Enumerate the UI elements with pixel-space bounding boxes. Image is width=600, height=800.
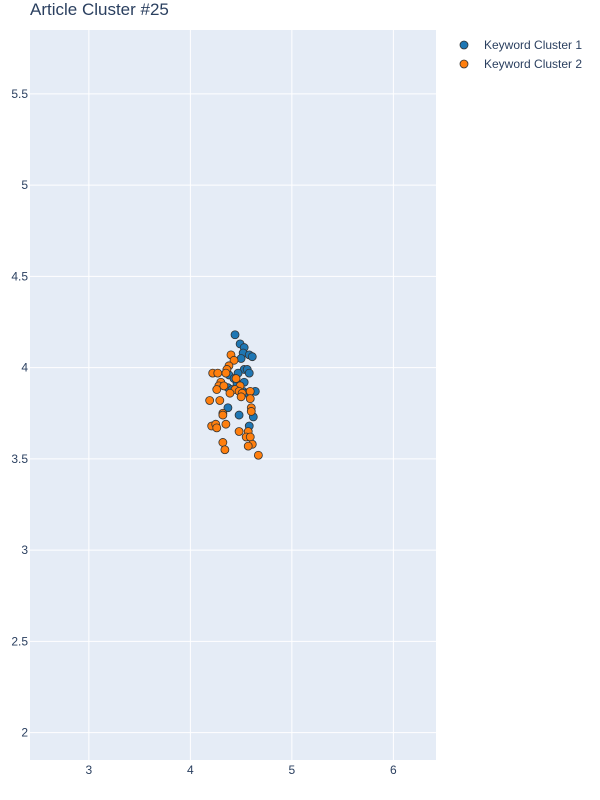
data-point[interactable] <box>205 396 215 405</box>
y-tick-label: 5 <box>21 178 28 192</box>
data-point[interactable] <box>218 438 228 447</box>
y-axis-ticks: 2 2.5 3 3.5 4 4.5 5 5.5 <box>11 87 28 740</box>
data-point[interactable] <box>229 355 239 365</box>
data-point[interactable] <box>230 330 240 340</box>
data-point[interactable] <box>213 368 223 378</box>
series-2-points <box>205 350 263 460</box>
data-point[interactable] <box>215 396 225 405</box>
legend-item-1[interactable]: Keyword Cluster 1 <box>459 38 582 52</box>
y-tick-label: 4 <box>21 361 28 375</box>
legend-marker <box>459 40 469 50</box>
data-point[interactable] <box>234 427 244 436</box>
data-point[interactable] <box>221 368 231 378</box>
y-tick-label: 3 <box>21 543 28 557</box>
x-tick-label: 4 <box>187 763 194 777</box>
x-tick-label: 3 <box>86 763 93 777</box>
data-point[interactable] <box>234 410 244 420</box>
x-tick-label: 5 <box>289 763 296 777</box>
y-tick-label: 5.5 <box>11 87 28 101</box>
data-point[interactable] <box>218 410 228 420</box>
data-point[interactable] <box>221 419 231 429</box>
data-point[interactable] <box>243 441 253 451</box>
data-point[interactable] <box>245 386 255 396</box>
data-point[interactable] <box>223 403 233 413</box>
data-point[interactable] <box>231 374 241 383</box>
data-point[interactable] <box>247 352 257 362</box>
data-point[interactable] <box>219 381 229 391</box>
legend-item-2[interactable]: Keyword Cluster 2 <box>459 57 582 71</box>
data-point[interactable] <box>246 407 256 416</box>
y-tick-label: 2.5 <box>11 634 28 648</box>
data-point[interactable] <box>225 388 235 398</box>
data-point[interactable] <box>244 368 254 378</box>
x-tick-label: 6 <box>390 763 397 777</box>
data-point[interactable] <box>253 450 263 460</box>
legend-label: Keyword Cluster 2 <box>484 57 582 71</box>
data-point[interactable] <box>212 423 222 433</box>
data-point[interactable] <box>245 394 255 404</box>
y-tick-label: 3.5 <box>11 452 28 466</box>
data-point[interactable] <box>212 385 222 394</box>
legend-marker <box>459 59 469 69</box>
x-axis-ticks: 3 4 5 6 <box>86 763 397 777</box>
data-points <box>205 330 263 460</box>
data-point[interactable] <box>236 392 246 402</box>
y-tick-label: 2 <box>21 726 28 740</box>
chart-title: Article Cluster #25 <box>30 0 169 19</box>
grid-lines <box>30 30 436 760</box>
data-point[interactable] <box>220 445 230 455</box>
data-point[interactable] <box>236 354 246 363</box>
data-point[interactable] <box>245 432 255 442</box>
legend[interactable]: Keyword Cluster 1 Keyword Cluster 2 <box>459 38 582 71</box>
legend-label: Keyword Cluster 1 <box>484 38 582 52</box>
y-tick-label: 4.5 <box>11 269 28 283</box>
